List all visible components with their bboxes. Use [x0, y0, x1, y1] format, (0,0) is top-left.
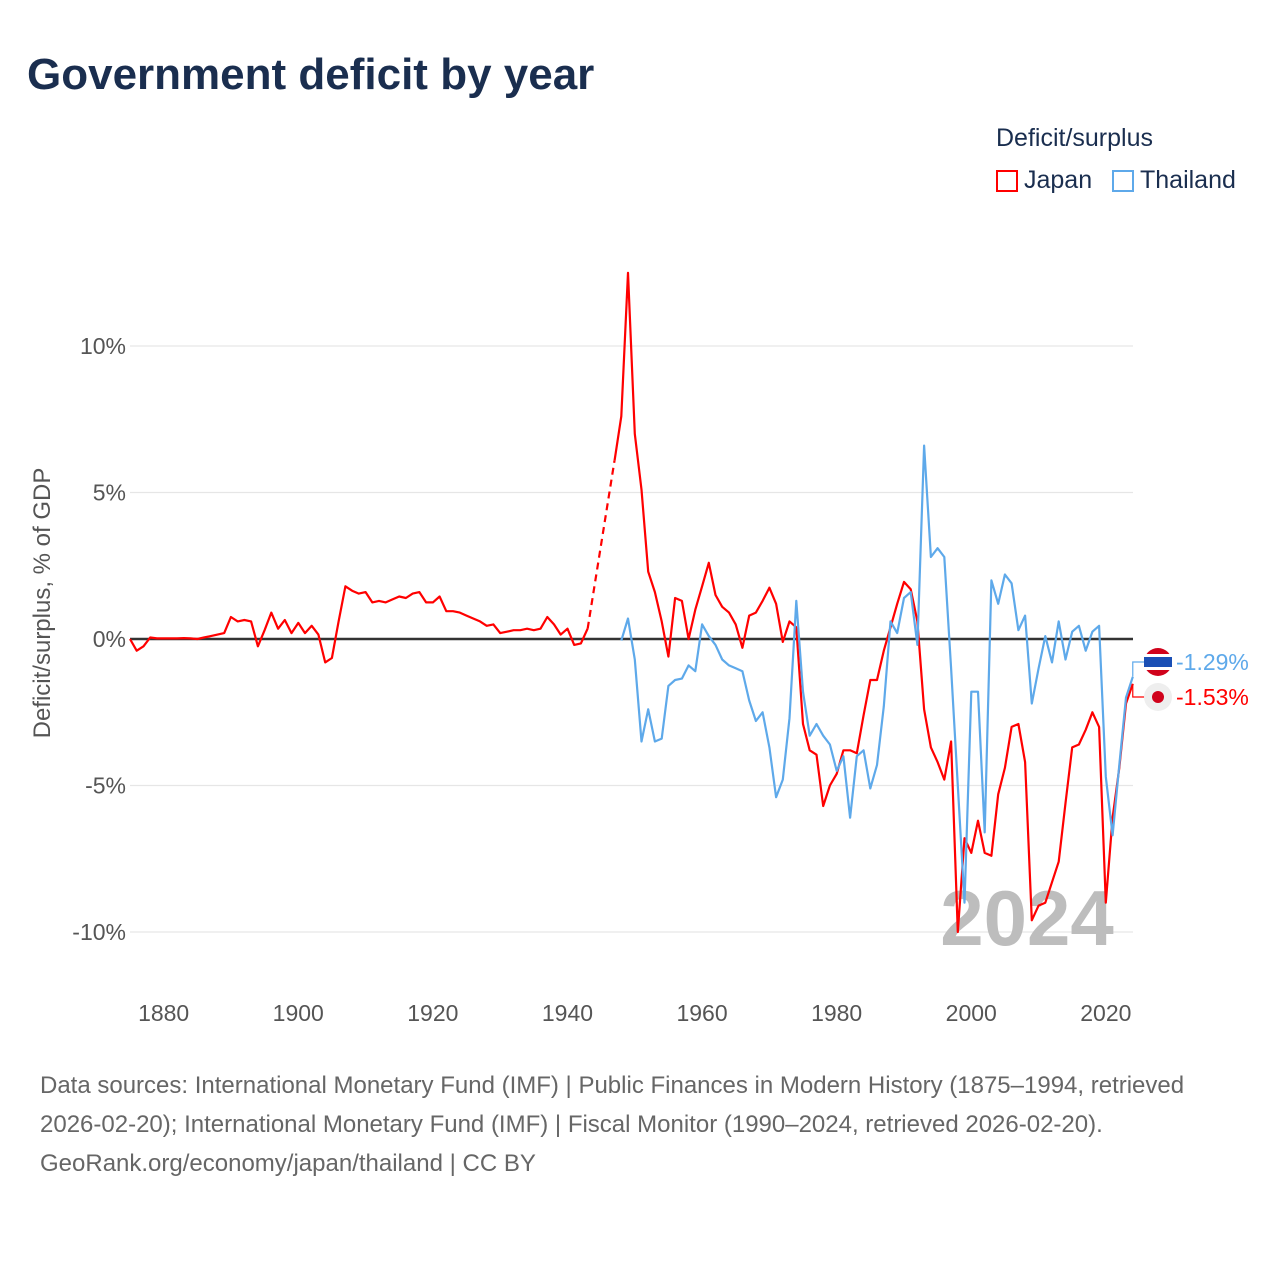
- legend-label-japan: Japan: [1024, 166, 1093, 194]
- flag-icon-japan: [1144, 683, 1172, 711]
- y-tick-label: -10%: [72, 919, 126, 945]
- x-tick-label: 1880: [138, 1000, 189, 1026]
- chart-title: Government deficit by year: [27, 50, 595, 99]
- legend-label-thailand: Thailand: [1140, 166, 1236, 194]
- x-tick-label: 2020: [1080, 1000, 1131, 1026]
- footer: Data sources: International Monetary Fun…: [40, 1066, 1250, 1183]
- legend-title: Deficit/surplus: [996, 124, 1153, 152]
- legend-swatch-thailand: [1112, 169, 1134, 192]
- y-axis-label: Deficit/surplus, % of GDP: [29, 468, 56, 739]
- year-watermark: 2024: [940, 874, 1114, 962]
- legend-item-japan[interactable]: Japan: [996, 166, 1092, 195]
- y-tick-label: 5%: [93, 480, 126, 506]
- y-tick-label: 0%: [93, 626, 126, 652]
- legend-item-thailand[interactable]: Thailand: [1112, 166, 1236, 195]
- y-tick-label: -5%: [85, 773, 126, 799]
- series-line-japan: [129, 271, 1134, 934]
- flag-icon-thailand: [1144, 648, 1172, 676]
- series-line-thailand: [620, 444, 1134, 904]
- x-tick-label: 1940: [542, 1000, 593, 1026]
- x-tick-label: 1980: [811, 1000, 862, 1026]
- flag-disc: [1152, 691, 1164, 703]
- flag-stripe: [1144, 657, 1172, 667]
- x-tick-label: 2000: [946, 1000, 997, 1026]
- series-gap-dashed-japan: [586, 460, 616, 629]
- end-connector-thailand: [1132, 661, 1145, 677]
- x-tick-label: 1900: [273, 1000, 324, 1026]
- line-chart: 10% 5% 0% -5% -10% 1880 1900 1920 1940 1960 1980 20…: [29, 271, 1249, 1026]
- end-connector-japan: [1132, 683, 1145, 698]
- legend-swatch-japan: [996, 169, 1018, 192]
- end-label-thailand: -1.29%: [1176, 649, 1249, 675]
- data-sources: Data sources: International Monetary Fun…: [40, 1072, 1185, 1138]
- y-tick-label: 10%: [80, 333, 126, 359]
- x-tick-label: 1920: [407, 1000, 458, 1026]
- end-label-japan: -1.53%: [1176, 684, 1249, 710]
- x-tick-label: 1960: [676, 1000, 727, 1026]
- credit-link[interactable]: GeoRank.org/economy/japan/thailand | CC …: [40, 1150, 536, 1177]
